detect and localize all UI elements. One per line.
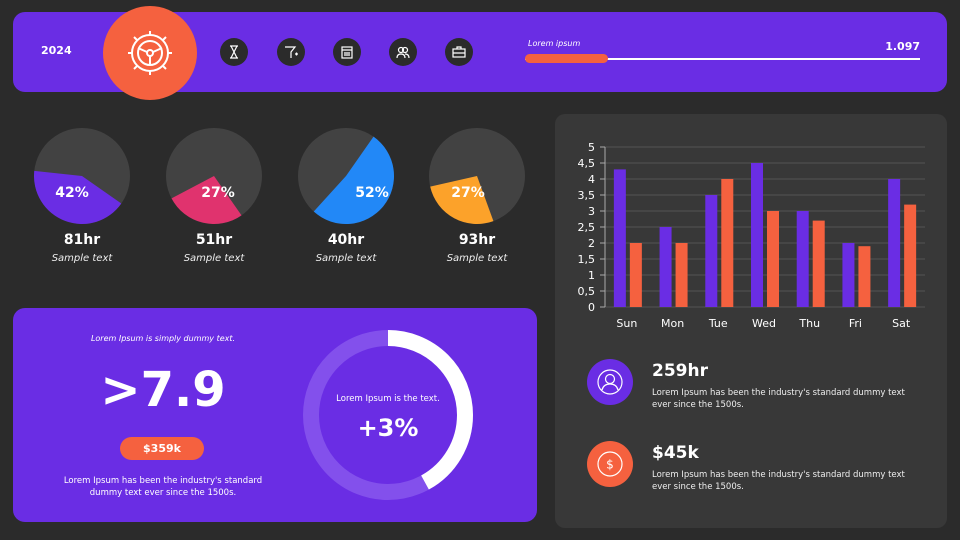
pie-slice bbox=[313, 136, 394, 224]
ring-text: Lorem Ipsum is the text. bbox=[336, 394, 440, 404]
pie-percent: 42% bbox=[55, 185, 89, 201]
bar-wed-s2 bbox=[767, 211, 779, 307]
bar-sun-s1 bbox=[613, 169, 626, 307]
y-tick-label: 0 bbox=[588, 301, 595, 314]
year-label: 2024 bbox=[41, 44, 72, 57]
bar-chart: 0 0,5 1 1,5 2 2,5 3 3,5 4 4,5 5 Sun Mon Tue Wed Thu Fri S… bbox=[578, 141, 925, 330]
pie-percent: 27% bbox=[201, 185, 235, 201]
bar-tue-s2 bbox=[721, 179, 734, 307]
pie-slice bbox=[171, 176, 242, 224]
pie-caption: Sample text bbox=[315, 253, 377, 264]
x-tick-label: Sun bbox=[616, 317, 637, 330]
hourglass-icon[interactable] bbox=[220, 38, 248, 66]
y-tick-label: 2 bbox=[588, 237, 595, 250]
bar-sat-s1 bbox=[888, 179, 901, 307]
bar-mon-s2 bbox=[675, 243, 688, 307]
pie-percent: 52% bbox=[355, 185, 389, 201]
pie-slice bbox=[34, 170, 122, 224]
pie-caption: Sample text bbox=[446, 253, 508, 264]
x-tick-label: Fri bbox=[849, 317, 862, 330]
progress-track bbox=[525, 58, 920, 60]
funnel-icon[interactable] bbox=[277, 38, 305, 66]
pie-3: 52% 40hr Sample text bbox=[297, 128, 395, 264]
calendar-icon[interactable] bbox=[333, 38, 361, 66]
gear-steering-icon[interactable] bbox=[103, 6, 197, 100]
y-tick-label: 5 bbox=[588, 141, 595, 154]
pie-slice bbox=[430, 176, 494, 224]
svg-text:$: $ bbox=[606, 458, 614, 472]
bar-sun-s2 bbox=[629, 243, 642, 307]
y-tick-label: 4 bbox=[588, 173, 595, 186]
y-tick-label: 3 bbox=[588, 205, 595, 218]
progress-label: Lorem ipsum bbox=[528, 39, 581, 48]
x-tick-label: Wed bbox=[752, 317, 776, 330]
summary-big-value: >7.9 bbox=[100, 362, 226, 418]
bar-tue-s1 bbox=[705, 195, 718, 307]
pie-hours: 40hr bbox=[327, 232, 365, 248]
summary-top-text: Lorem Ipsum is simply dummy text. bbox=[90, 334, 236, 343]
stat-value: 259hr bbox=[652, 361, 708, 381]
ring-value: +3% bbox=[357, 414, 419, 442]
bar-thu-s1 bbox=[796, 211, 809, 307]
bar-wed-s1 bbox=[751, 163, 763, 307]
user-icon bbox=[587, 359, 633, 405]
summary-panel: Lorem Ipsum is simply dummy text. >7.9 $… bbox=[13, 308, 537, 522]
x-tick-label: Sat bbox=[892, 317, 911, 330]
pie-1: 42% 81hr Sample text bbox=[33, 128, 131, 264]
bar-thu-s2 bbox=[812, 220, 825, 307]
y-tick-label: 1 bbox=[588, 269, 595, 282]
bar-fri-s1 bbox=[842, 243, 855, 307]
bar-fri-s2 bbox=[858, 246, 871, 307]
y-tick-label: 1,5 bbox=[578, 253, 596, 266]
y-tick-label: 0,5 bbox=[578, 285, 596, 298]
y-tick-label: 2,5 bbox=[578, 221, 596, 234]
bar-mon-s1 bbox=[659, 227, 672, 307]
summary-bottom-text: Lorem Ipsum has been the industry's stan… bbox=[63, 476, 263, 498]
stat-value: $45k bbox=[652, 443, 699, 463]
toolbox-icon[interactable] bbox=[445, 38, 473, 66]
pie-hours: 93hr bbox=[458, 232, 496, 248]
progress-fill bbox=[525, 54, 608, 63]
pie-caption: Sample text bbox=[51, 253, 113, 264]
progress-ring bbox=[303, 330, 473, 500]
progress-value: 1.097 bbox=[885, 40, 920, 53]
pie-2: 27% 51hr Sample text bbox=[165, 128, 263, 264]
pie-hours: 81hr bbox=[63, 232, 101, 248]
x-tick-label: Mon bbox=[661, 317, 684, 330]
stat-text: Lorem Ipsum has been the industry's stan… bbox=[652, 470, 905, 492]
y-tick-label: 3,5 bbox=[578, 189, 596, 202]
stat-text: Lorem Ipsum has been the industry's stan… bbox=[652, 388, 905, 410]
pie-percent: 27% bbox=[451, 185, 485, 201]
x-tick-label: Thu bbox=[798, 317, 820, 330]
pie-hours: 51hr bbox=[195, 232, 233, 248]
users-icon[interactable] bbox=[389, 38, 417, 66]
bar-sat-s2 bbox=[904, 204, 917, 307]
header-bar: 2024 Lorem ipsum 1.097 bbox=[13, 6, 947, 100]
y-tick-label: 4,5 bbox=[578, 157, 596, 170]
x-tick-label: Tue bbox=[708, 317, 728, 330]
summary-badge: $359k bbox=[120, 437, 204, 460]
pie-4: 27% 93hr Sample text bbox=[428, 128, 526, 264]
pie-caption: Sample text bbox=[183, 253, 245, 264]
chart-panel: 0 0,5 1 1,5 2 2,5 3 3,5 4 4,5 5 Sun Mon Tue Wed Thu Fri S… bbox=[555, 114, 947, 528]
dollar-icon: $ bbox=[587, 441, 633, 487]
